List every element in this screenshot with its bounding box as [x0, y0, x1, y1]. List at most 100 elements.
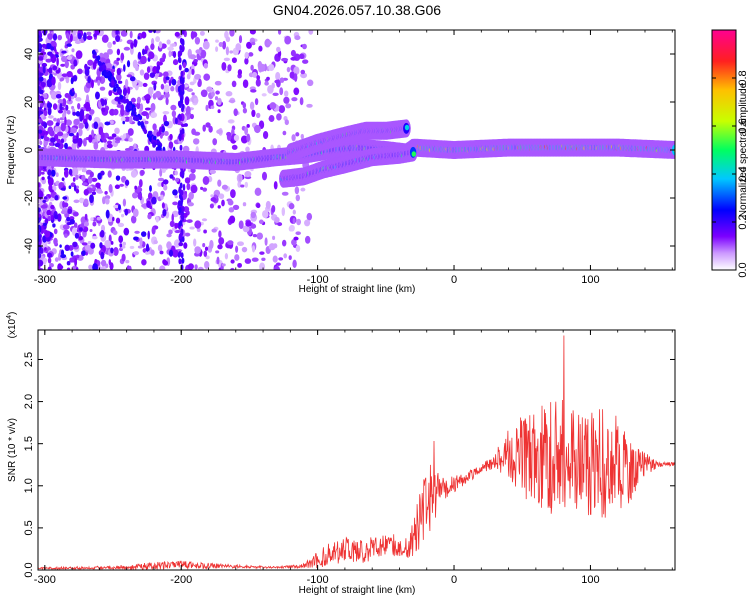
noise-speckle [205, 122, 211, 128]
noise-speckle-strong [72, 241, 78, 248]
noise-speckle [193, 97, 199, 104]
interference-line [177, 56, 181, 63]
noise-speckle-strong [183, 123, 188, 127]
noise-speckle [184, 232, 191, 237]
noise-speckle [215, 90, 220, 95]
spectrogram-ytick-label: 40 [23, 48, 35, 60]
noise-speckle [43, 136, 50, 141]
noise-speckle-strong [38, 110, 43, 115]
noise-speckle [201, 218, 208, 222]
interference-line [180, 212, 184, 219]
noise-speckle [144, 120, 149, 125]
noise-speckle-strong [77, 137, 83, 146]
interference-streak [122, 98, 127, 104]
interference-line [181, 170, 185, 177]
noise-speckle-strong [47, 126, 54, 135]
noise-speckle [189, 226, 195, 230]
noise-speckle [136, 96, 141, 104]
noise-speckle-strong [100, 229, 105, 238]
noise-speckle [124, 78, 129, 88]
noise-speckle-strong [68, 185, 72, 190]
noise-speckle [84, 221, 89, 227]
noise-speckle [155, 216, 160, 223]
noise-speckle [249, 30, 256, 35]
noise-speckle-strong [64, 116, 67, 126]
noise-speckle [194, 220, 202, 229]
noise-speckle-strong [51, 76, 56, 86]
noise-speckle [227, 64, 232, 72]
noise-speckle [290, 56, 297, 61]
noise-speckle [141, 111, 149, 117]
noise-speckle [217, 205, 221, 209]
noise-speckle [107, 48, 113, 55]
noise-speckle-strong [141, 48, 146, 56]
noise-speckle [89, 109, 95, 115]
noise-speckle [52, 103, 58, 110]
interference-line [177, 251, 181, 258]
noise-speckle-strong [50, 53, 54, 59]
noise-speckle [96, 190, 104, 194]
noise-speckle-strong [74, 232, 80, 239]
noise-speckle-strong [115, 30, 119, 35]
noise-speckle-strong [57, 264, 64, 270]
noise-speckle [284, 35, 292, 45]
noise-speckle [230, 267, 235, 270]
noise-speckle-strong [140, 231, 147, 237]
snr-ytick-label: 1.5 [23, 436, 35, 451]
interference-streak [135, 116, 140, 122]
noise-speckle-strong [82, 250, 86, 255]
noise-speckle [268, 64, 275, 71]
noise-speckle-strong [184, 67, 189, 73]
noise-speckle [172, 201, 179, 206]
noise-speckle [70, 127, 78, 134]
spectrogram-image [38, 30, 675, 270]
noise-speckle [139, 81, 143, 88]
noise-speckle [84, 244, 91, 251]
noise-speckle [64, 60, 69, 69]
noise-speckle [100, 259, 107, 267]
noise-speckle [171, 43, 176, 47]
noise-speckle [66, 71, 73, 78]
noise-speckle [228, 119, 234, 123]
noise-speckle-strong [75, 254, 80, 259]
noise-speckle [266, 40, 272, 46]
noise-speckle [271, 205, 276, 213]
noise-speckle-strong [174, 31, 180, 37]
noise-speckle [286, 66, 291, 73]
interference-streak [152, 135, 157, 141]
noise-speckle-strong [50, 137, 56, 143]
noise-speckle [200, 186, 204, 191]
noise-speckle-strong [63, 169, 69, 178]
noise-speckle [218, 230, 222, 238]
interference-line [181, 236, 185, 243]
noise-speckle-strong [171, 78, 177, 86]
snr-xtick-label: -300 [34, 574, 56, 586]
noise-speckle-strong [65, 104, 69, 111]
noise-speckle-strong [46, 78, 53, 88]
noise-speckle-strong [148, 51, 154, 60]
noise-speckle [162, 71, 169, 78]
noise-speckle [82, 138, 87, 147]
noise-speckle [103, 132, 110, 139]
interference-line [181, 38, 185, 45]
noise-speckle-strong [103, 99, 108, 106]
noise-speckle [224, 253, 229, 260]
noise-speckle-strong [84, 121, 89, 129]
noise-speckle-strong [41, 62, 48, 68]
interference-line [180, 252, 184, 259]
noise-speckle [235, 245, 239, 253]
noise-speckle-strong [66, 43, 72, 47]
noise-speckle [193, 59, 198, 63]
noise-speckle-strong [182, 61, 187, 69]
snr-xtick-label: 100 [581, 574, 599, 586]
noise-speckle [209, 239, 214, 249]
noise-speckle [283, 96, 290, 104]
noise-speckle [53, 228, 58, 235]
noise-speckle [277, 30, 282, 35]
noise-speckle [215, 250, 220, 254]
noise-speckle [240, 135, 248, 144]
interference-streak [132, 107, 137, 112]
snr-ytick-label: 1.0 [23, 478, 35, 493]
noise-speckle [157, 177, 165, 182]
